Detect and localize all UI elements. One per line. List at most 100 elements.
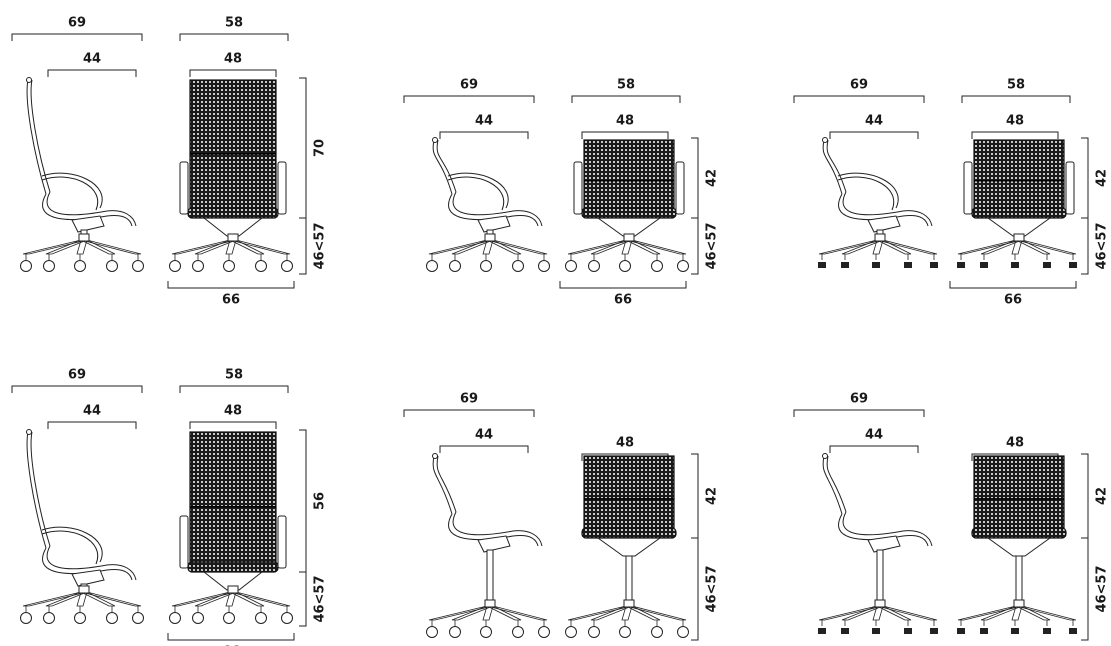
- caster-wheel-icon: [538, 626, 550, 638]
- base-hub: [484, 233, 496, 242]
- base-hub: [1013, 599, 1025, 608]
- back-width-label-line: [189, 69, 277, 77]
- side-width-label: 69: [68, 16, 86, 31]
- backrest-tube: [826, 455, 847, 513]
- star-base: [565, 599, 689, 638]
- seat-profile: [46, 545, 137, 581]
- top-width-label-line: [571, 95, 681, 103]
- seat-height-label: 46<57: [1095, 565, 1110, 612]
- seat-depth-label: 44: [475, 114, 493, 129]
- base-width-label: 66: [222, 645, 240, 646]
- base-hub: [874, 233, 886, 242]
- caster-wheel-icon: [106, 260, 118, 272]
- armrest: [837, 176, 895, 211]
- front-view: [565, 455, 689, 638]
- chair-variant-low-back-arms-glides: 69 44 58 48 42 46<57 66: [793, 78, 1110, 308]
- backrest-tube: [432, 139, 453, 195]
- glide-foot-icon: [1069, 262, 1077, 268]
- top-width-label: 58: [225, 16, 243, 31]
- base-hub: [78, 233, 90, 242]
- base-hub: [623, 599, 635, 608]
- mesh-seat: [581, 207, 677, 219]
- caster-wheel-icon: [426, 260, 438, 272]
- seat-depth-label: 44: [865, 428, 883, 443]
- backrest-tube: [30, 431, 51, 547]
- glide-foot-icon: [872, 262, 880, 268]
- caster-wheel-icon: [480, 626, 492, 638]
- armrest: [41, 530, 99, 565]
- height-dim-line: [299, 77, 307, 275]
- caster-wheel-icon: [20, 612, 32, 624]
- seat-profile: [838, 193, 929, 227]
- seat-depth-label-line: [47, 69, 137, 77]
- backrest-tube: [822, 455, 843, 515]
- seat-depth-label-line: [439, 131, 529, 139]
- base-hub: [227, 585, 239, 594]
- caster-wheel-icon: [255, 612, 267, 624]
- seat-height-label: 46<57: [1095, 222, 1110, 269]
- seat-height-label: 46<57: [705, 565, 720, 612]
- star-base: [20, 585, 144, 624]
- star-base: [426, 599, 550, 638]
- side-width-label-line: [11, 385, 143, 393]
- glide-foot-icon: [841, 628, 849, 634]
- star-base: [169, 233, 293, 272]
- caster-wheel-icon: [565, 626, 577, 638]
- seat-support: [203, 217, 263, 237]
- back-width-label: 48: [616, 436, 634, 451]
- armrest: [447, 176, 505, 211]
- backrest-tube: [826, 139, 847, 193]
- glide-foot-icon: [930, 262, 938, 268]
- back-width-label: 48: [1006, 436, 1024, 451]
- base-width-label: 66: [1004, 293, 1022, 308]
- mesh-seat: [187, 207, 279, 219]
- star-base: [818, 233, 938, 268]
- mesh-seat: [971, 527, 1067, 539]
- armrest: [41, 176, 99, 211]
- caster-wheel-icon: [132, 612, 144, 624]
- seat-support: [597, 537, 661, 557]
- armrest: [41, 172, 103, 209]
- backrest-tube: [26, 431, 47, 549]
- glide-foot-icon: [904, 628, 912, 634]
- backrest-tube: [432, 455, 453, 515]
- side-view: [20, 429, 144, 624]
- back-width-label-line: [581, 131, 669, 139]
- caster-wheel-icon: [677, 260, 689, 272]
- top-width-label: 58: [225, 368, 243, 383]
- back-width-label-line: [189, 421, 277, 429]
- seat-depth-label-line: [829, 131, 919, 139]
- back-width-label-line: [971, 131, 1059, 139]
- chair-variant-high-back-wheels: 69 44 58 48 70 46<57 66: [11, 16, 328, 308]
- side-view: [426, 453, 550, 638]
- caster-wheel-icon: [192, 612, 204, 624]
- backrest-tube: [30, 79, 51, 193]
- back-width-label: 48: [224, 52, 242, 67]
- seat-profile: [46, 191, 137, 227]
- seat-profile: [452, 191, 543, 227]
- seat-profile: [448, 513, 539, 547]
- base-hub: [623, 233, 635, 242]
- seat-depth-label: 44: [865, 114, 883, 129]
- gas-column: [1015, 555, 1023, 603]
- seat-height-label: 46<57: [705, 222, 720, 269]
- tilt-mechanism: [71, 569, 105, 587]
- seat-profile: [842, 511, 933, 547]
- caster-wheel-icon: [74, 612, 86, 624]
- backrest-cap: [822, 453, 828, 459]
- glide-foot-icon: [980, 262, 988, 268]
- seat-depth-label-line: [47, 421, 137, 429]
- seat-depth-label: 44: [83, 404, 101, 419]
- base-hub: [78, 585, 90, 594]
- seat-profile: [42, 193, 133, 227]
- tilt-mechanism: [477, 215, 511, 233]
- front-view: [957, 139, 1077, 268]
- seat-depth-label: 44: [83, 52, 101, 67]
- star-base: [426, 233, 550, 272]
- caster-wheel-icon: [255, 260, 267, 272]
- glide-foot-icon: [904, 262, 912, 268]
- caster-wheel-icon: [512, 626, 524, 638]
- side-view: [818, 453, 938, 634]
